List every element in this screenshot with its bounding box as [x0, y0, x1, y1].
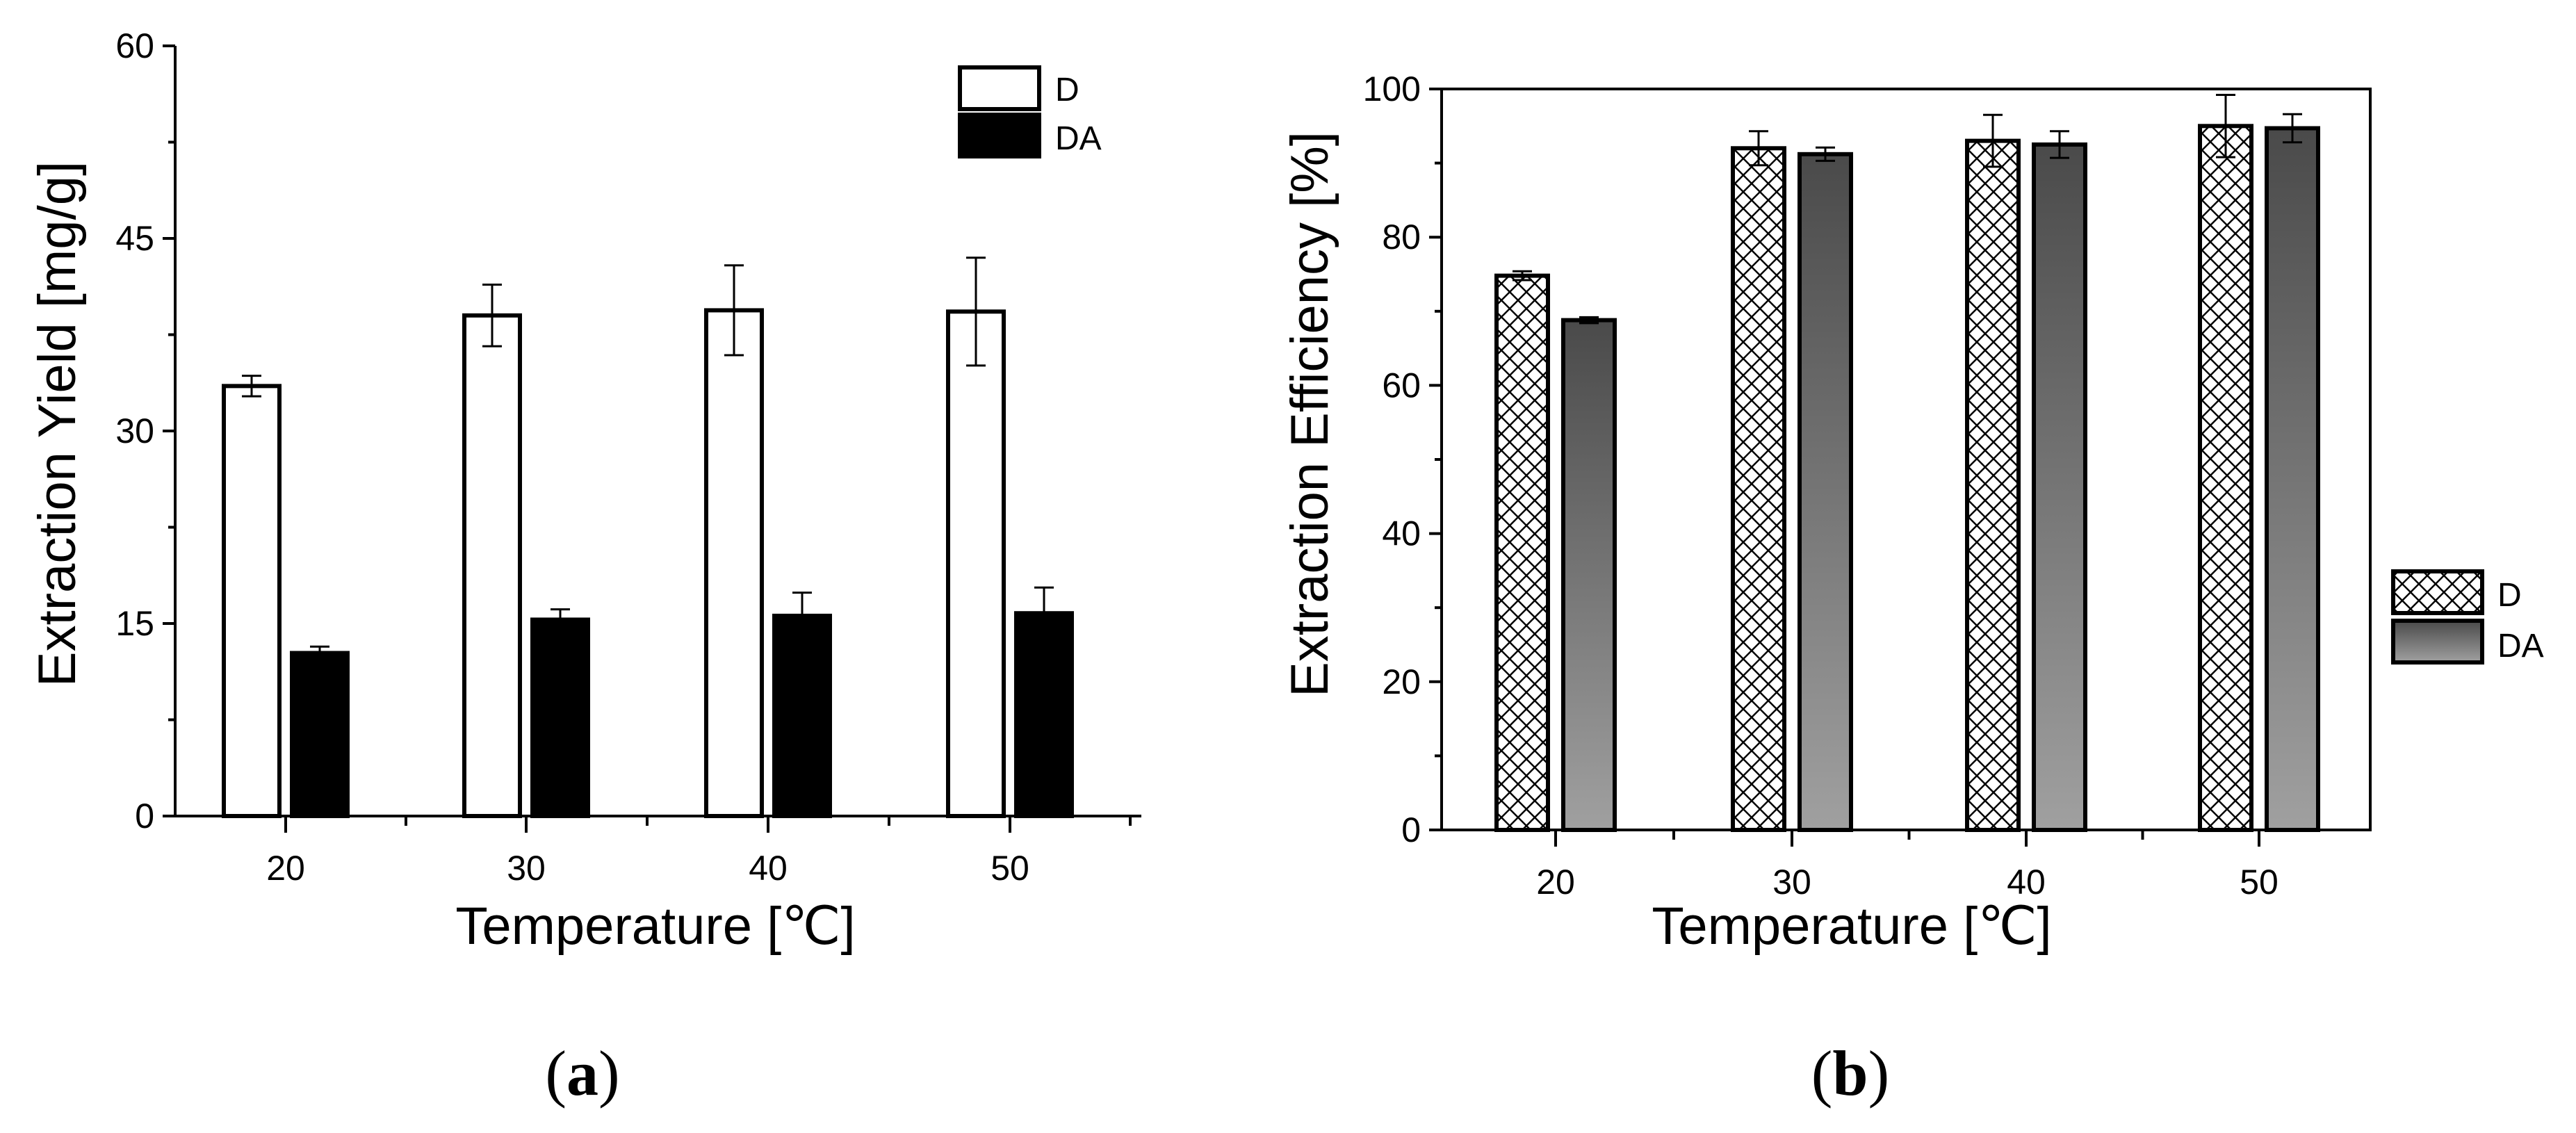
legend-swatch-d — [958, 65, 1041, 111]
error-bar-d-40 — [724, 264, 744, 357]
bar-da-30 — [530, 617, 590, 819]
x-tick-label: 40 — [749, 849, 788, 888]
x-tick-label: 40 — [2007, 863, 2046, 902]
legend-label-d: D — [1055, 72, 1079, 108]
y-tick-label: 60 — [1382, 366, 1421, 405]
error-bar-d-50 — [2216, 94, 2235, 158]
chart-extraction-yield: 0 15 30 45 60 20 30 40 50 Temperature [℃] Extrac… — [28, 26, 1141, 1109]
legend-label-d: D — [2497, 577, 2522, 614]
x-tick-label: 50 — [991, 849, 1029, 888]
bar-da-40 — [772, 613, 832, 818]
error-bar-da-20 — [1579, 316, 1599, 325]
x-tick-label: 30 — [1772, 863, 1811, 902]
plot-area: 0 15 30 45 60 20 30 40 50 — [115, 26, 1141, 888]
x-axis-title: Temperature [℃] — [455, 897, 855, 956]
legend-label-da: DA — [1055, 120, 1102, 157]
x-tick-label: 50 — [2240, 863, 2279, 902]
x-axis-title: Temperature [℃] — [1652, 897, 2051, 956]
error-bar-d-20 — [1513, 270, 1532, 282]
y-axis-title: Extraction Yield [mg/g] — [28, 161, 87, 687]
error-bar-d-30 — [1749, 130, 1768, 167]
error-bar-da-30 — [1816, 146, 1835, 162]
legend: D DA — [2391, 569, 2544, 665]
y-tick-label: 0 — [135, 797, 154, 836]
bar-d-50 — [2198, 124, 2253, 833]
bar-da-30 — [1798, 152, 1853, 833]
error-bar-d-20 — [242, 375, 261, 398]
panel-label-a: (a) — [545, 1038, 619, 1109]
error-bar-da-40 — [792, 592, 812, 640]
plot-area: 0 20 40 60 80 100 20 30 40 50 — [1363, 70, 2372, 902]
legend-swatch-da — [2391, 619, 2484, 665]
y-tick-label: 100 — [1363, 70, 1421, 108]
bar-da-50 — [1014, 611, 1074, 819]
x-tick-label: 20 — [266, 849, 305, 888]
y-tick-label: 30 — [115, 411, 154, 450]
legend-swatch-da — [958, 113, 1041, 158]
y-tick-label: 40 — [1382, 514, 1421, 553]
y-axis-title: Extraction Efficiency [%] — [1280, 131, 1339, 697]
error-bar-da-40 — [2050, 130, 2069, 159]
bar-d-20 — [222, 384, 282, 818]
bar-d-30 — [462, 313, 522, 818]
error-bar-d-50 — [966, 256, 986, 367]
bar-d-50 — [946, 309, 1006, 818]
y-tick-label: 45 — [115, 219, 154, 258]
legend-swatch-d — [2391, 569, 2484, 615]
x-tick-label: 20 — [1536, 863, 1575, 902]
error-bar-da-50 — [1034, 586, 1054, 640]
error-bar-da-20 — [310, 645, 329, 661]
bar-da-20 — [1561, 318, 1617, 833]
y-tick-label: 60 — [115, 26, 154, 65]
bar-d-30 — [1731, 146, 1786, 832]
error-bar-da-30 — [551, 608, 570, 631]
chart-extraction-efficiency: 0 20 40 60 80 100 20 30 40 50 Temperature [℃] Ext… — [1280, 70, 2544, 1109]
error-bar-d-40 — [1983, 113, 2003, 168]
bar-da-40 — [2032, 142, 2087, 832]
bar-da-50 — [2265, 126, 2320, 833]
y-tick-label: 15 — [115, 604, 154, 643]
y-tick-label: 80 — [1382, 218, 1421, 256]
x-tick-label: 30 — [507, 849, 546, 888]
y-tick-label: 20 — [1382, 662, 1421, 701]
legend: D DA — [958, 65, 1102, 158]
bar-d-40 — [1965, 138, 2021, 832]
error-bar-da-50 — [2283, 113, 2302, 144]
y-tick-label: 0 — [1401, 810, 1421, 849]
error-bar-d-30 — [482, 283, 502, 348]
panel-label-b: (b) — [1811, 1038, 1889, 1109]
bar-d-40 — [704, 308, 764, 818]
bar-da-20 — [290, 651, 350, 818]
legend-label-da: DA — [2497, 628, 2544, 665]
bar-d-20 — [1494, 273, 1550, 832]
